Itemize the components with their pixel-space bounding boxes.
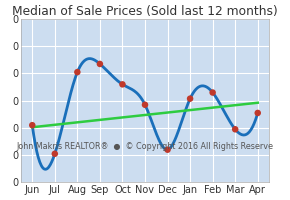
Point bbox=[52, 152, 57, 155]
Point bbox=[120, 83, 125, 86]
Point bbox=[188, 97, 193, 100]
Point bbox=[233, 128, 238, 131]
Point bbox=[255, 111, 260, 115]
Point bbox=[30, 124, 35, 127]
Point bbox=[210, 91, 215, 94]
Point bbox=[143, 103, 147, 106]
Point bbox=[165, 148, 170, 151]
Text: John Makris REALTOR®  ●  © Copyright 2016 All Rights Reserve: John Makris REALTOR® ● © Copyright 2016 … bbox=[17, 142, 273, 151]
Point bbox=[97, 62, 102, 66]
Title: Median of Sale Prices (Sold last 12 months): Median of Sale Prices (Sold last 12 mont… bbox=[12, 5, 278, 18]
Point bbox=[75, 71, 80, 74]
